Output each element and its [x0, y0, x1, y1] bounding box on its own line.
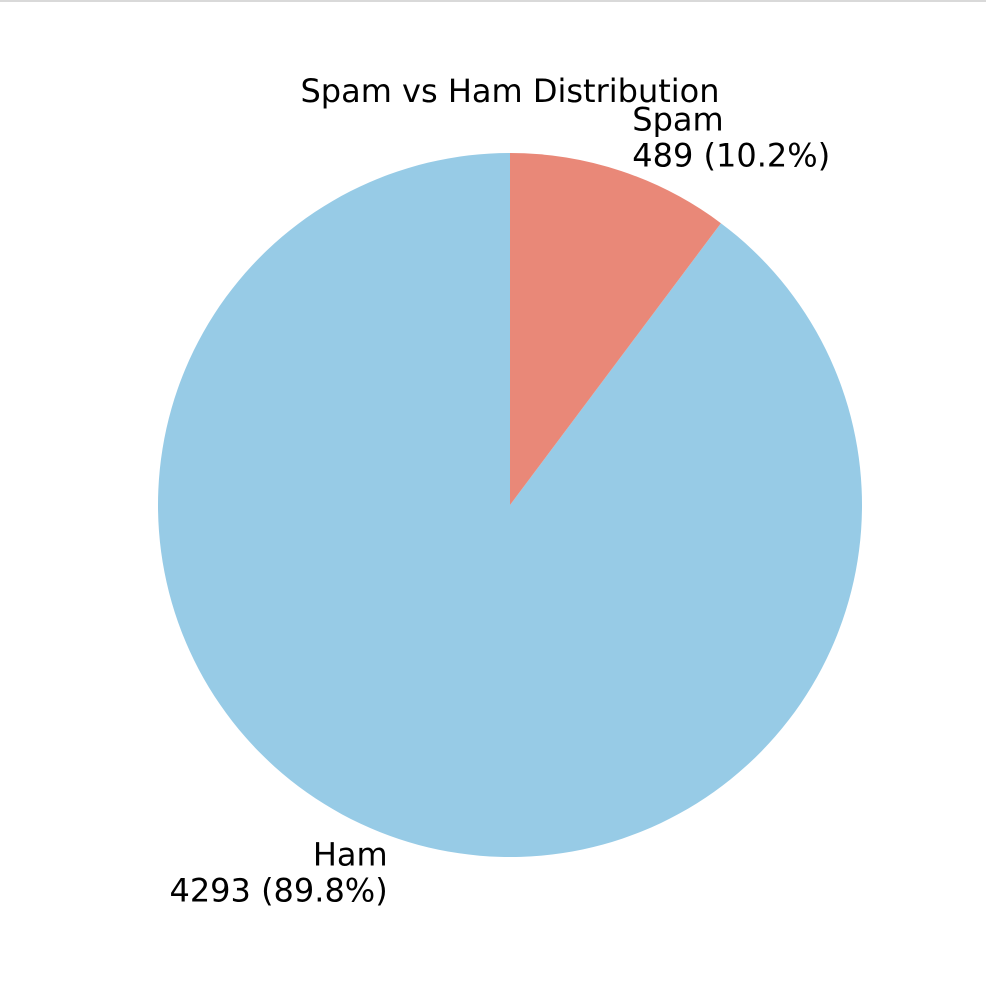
slice-label-spam: Spam: [632, 101, 723, 139]
slice-value-ham: 4293 (89.8%): [169, 871, 387, 909]
slice-label-ham: Ham: [313, 835, 388, 873]
chart-title: Spam vs Ham Distribution: [300, 72, 719, 110]
pie-slice-ham: [158, 153, 863, 857]
slice-value-spam: 489 (10.2%): [632, 137, 830, 175]
top-border-line: [0, 0, 986, 2]
pie-slice-spam: [510, 153, 721, 505]
pie-slices: [158, 153, 863, 857]
